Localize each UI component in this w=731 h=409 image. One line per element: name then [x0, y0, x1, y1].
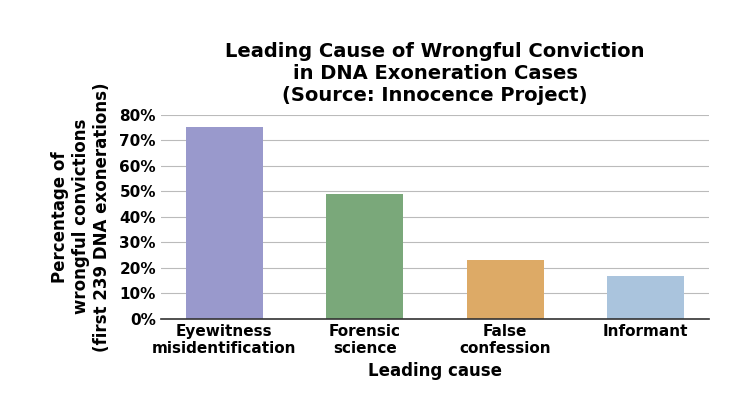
X-axis label: Leading cause: Leading cause	[368, 362, 502, 380]
Bar	[607, 276, 684, 319]
Bar	[326, 194, 404, 319]
Title: Leading Cause of Wrongful Conviction
in DNA Exoneration Cases
(Source: Innocence: Leading Cause of Wrongful Conviction in …	[225, 42, 645, 105]
Bar	[186, 127, 263, 319]
Y-axis label: Percentage of
wrongful convictions
(first 239 DNA exonerations): Percentage of wrongful convictions (firs…	[51, 82, 111, 351]
Bar	[466, 260, 544, 319]
